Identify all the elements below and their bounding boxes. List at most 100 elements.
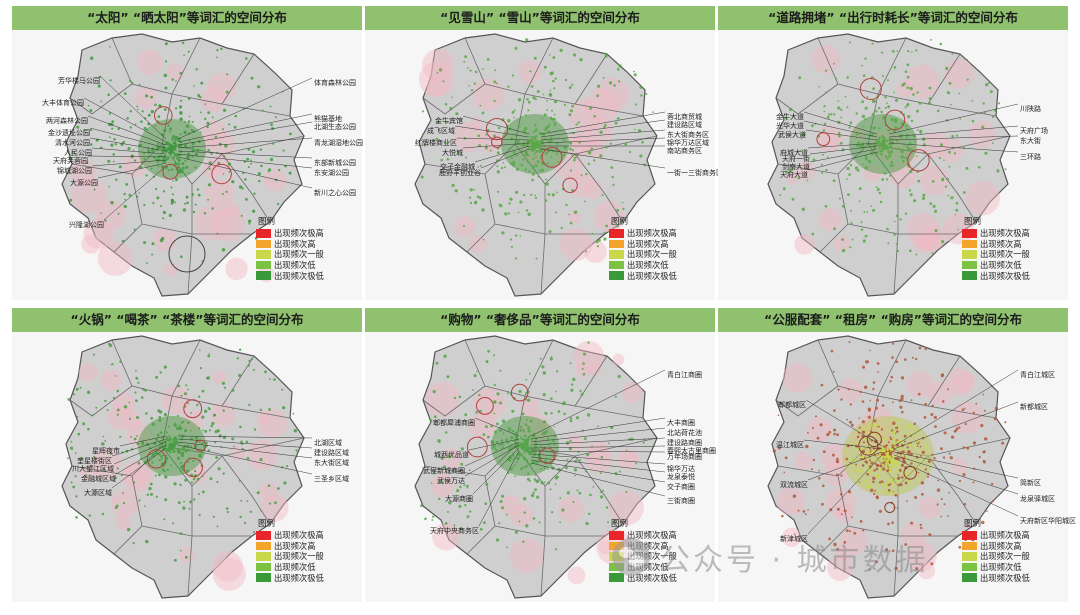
data-dot <box>860 221 863 224</box>
data-dot <box>512 160 516 164</box>
data-dot <box>593 115 596 118</box>
data-dot <box>157 409 161 413</box>
data-dot <box>165 436 169 439</box>
data-dot <box>171 438 175 442</box>
data-dot <box>177 166 179 169</box>
data-dot <box>565 146 568 149</box>
data-dot <box>918 101 922 105</box>
urban-patch <box>83 218 114 249</box>
data-dot <box>136 416 139 419</box>
data-dot <box>508 446 512 450</box>
legend-item: 出现频次高 <box>609 239 713 250</box>
data-dot <box>896 464 899 467</box>
data-dot <box>946 91 950 95</box>
data-dot <box>861 114 866 119</box>
data-dot <box>228 123 231 126</box>
data-dot <box>573 156 577 160</box>
data-dot <box>786 118 789 121</box>
data-dot <box>507 85 510 88</box>
data-dot <box>156 433 160 437</box>
place-label: 青白江商圈 <box>667 371 702 379</box>
legend-swatch <box>609 239 624 249</box>
data-dot <box>531 172 535 176</box>
data-dot <box>582 372 586 376</box>
data-dot <box>897 483 901 487</box>
data-dot <box>532 434 536 438</box>
data-dot <box>530 144 533 147</box>
data-dot <box>225 90 229 94</box>
data-dot <box>870 205 872 207</box>
data-dot <box>614 395 617 398</box>
data-dot <box>984 152 987 154</box>
data-dot <box>886 102 888 105</box>
data-dot <box>579 58 583 62</box>
data-dot <box>485 482 489 486</box>
data-dot <box>253 428 257 431</box>
data-dot <box>902 427 905 430</box>
data-dot <box>70 446 74 450</box>
data-dot <box>784 116 787 120</box>
data-dot <box>922 143 926 147</box>
data-dot <box>217 467 221 471</box>
data-dot <box>848 341 851 343</box>
data-dot <box>571 154 574 156</box>
data-dot <box>182 506 186 510</box>
data-dot <box>260 164 263 168</box>
data-dot <box>479 527 483 531</box>
data-dot <box>906 446 909 449</box>
data-dot <box>559 497 562 500</box>
data-dot <box>831 453 835 457</box>
district-boundary <box>221 455 271 525</box>
data-dot <box>188 115 191 118</box>
legend-swatch <box>609 229 624 238</box>
data-dot <box>184 392 187 396</box>
data-dot <box>841 238 844 241</box>
data-dot <box>577 121 580 124</box>
data-dot <box>138 192 141 194</box>
data-dot <box>876 464 879 467</box>
data-dot <box>564 466 568 470</box>
data-dot <box>886 448 889 451</box>
data-dot <box>906 145 909 148</box>
data-dot <box>875 186 878 188</box>
leader-line <box>540 129 666 141</box>
panel-shopping: “购物” “奢侈品”等词汇的空间分布 郫都犀浦商圈 城西优品道 武侯新城商圈 武侯万达… <box>365 308 716 602</box>
data-dot <box>534 164 538 168</box>
data-dot <box>625 490 628 493</box>
data-dot <box>546 151 549 154</box>
legend-title: 图例 <box>611 519 629 529</box>
data-dot <box>161 133 165 137</box>
data-dot <box>179 133 182 136</box>
data-dot <box>453 524 456 527</box>
data-dot <box>912 93 915 96</box>
data-dot <box>174 149 177 152</box>
data-dot <box>169 437 172 440</box>
data-dot <box>895 214 899 218</box>
data-dot <box>475 411 478 414</box>
data-dot <box>569 362 572 365</box>
data-dot <box>846 76 849 79</box>
data-dot <box>861 64 864 67</box>
data-dot <box>231 389 235 392</box>
place-label: 熊猫基地 <box>314 115 342 123</box>
data-dot <box>576 154 579 157</box>
data-dot <box>551 193 555 197</box>
data-dot <box>216 480 219 484</box>
data-dot <box>863 428 866 431</box>
district-boundary <box>422 83 486 115</box>
legend-swatch <box>962 541 977 551</box>
data-dot <box>618 64 622 68</box>
data-dot <box>177 170 181 174</box>
data-dot <box>484 502 488 505</box>
data-dot <box>459 527 463 531</box>
data-dot <box>1004 421 1007 424</box>
data-dot <box>858 187 862 191</box>
urban-patch <box>608 490 644 526</box>
panel-traffic: “道路拥堵” “出行时耗长”等词汇的空间分布 金牛大道 光华大道 武侯大道 府城大道天… <box>718 6 1068 300</box>
data-dot <box>948 165 951 168</box>
data-dot <box>833 428 837 432</box>
data-dot <box>951 134 955 138</box>
district-boundary <box>424 93 526 175</box>
data-dot <box>286 465 289 468</box>
data-dot <box>975 402 978 405</box>
